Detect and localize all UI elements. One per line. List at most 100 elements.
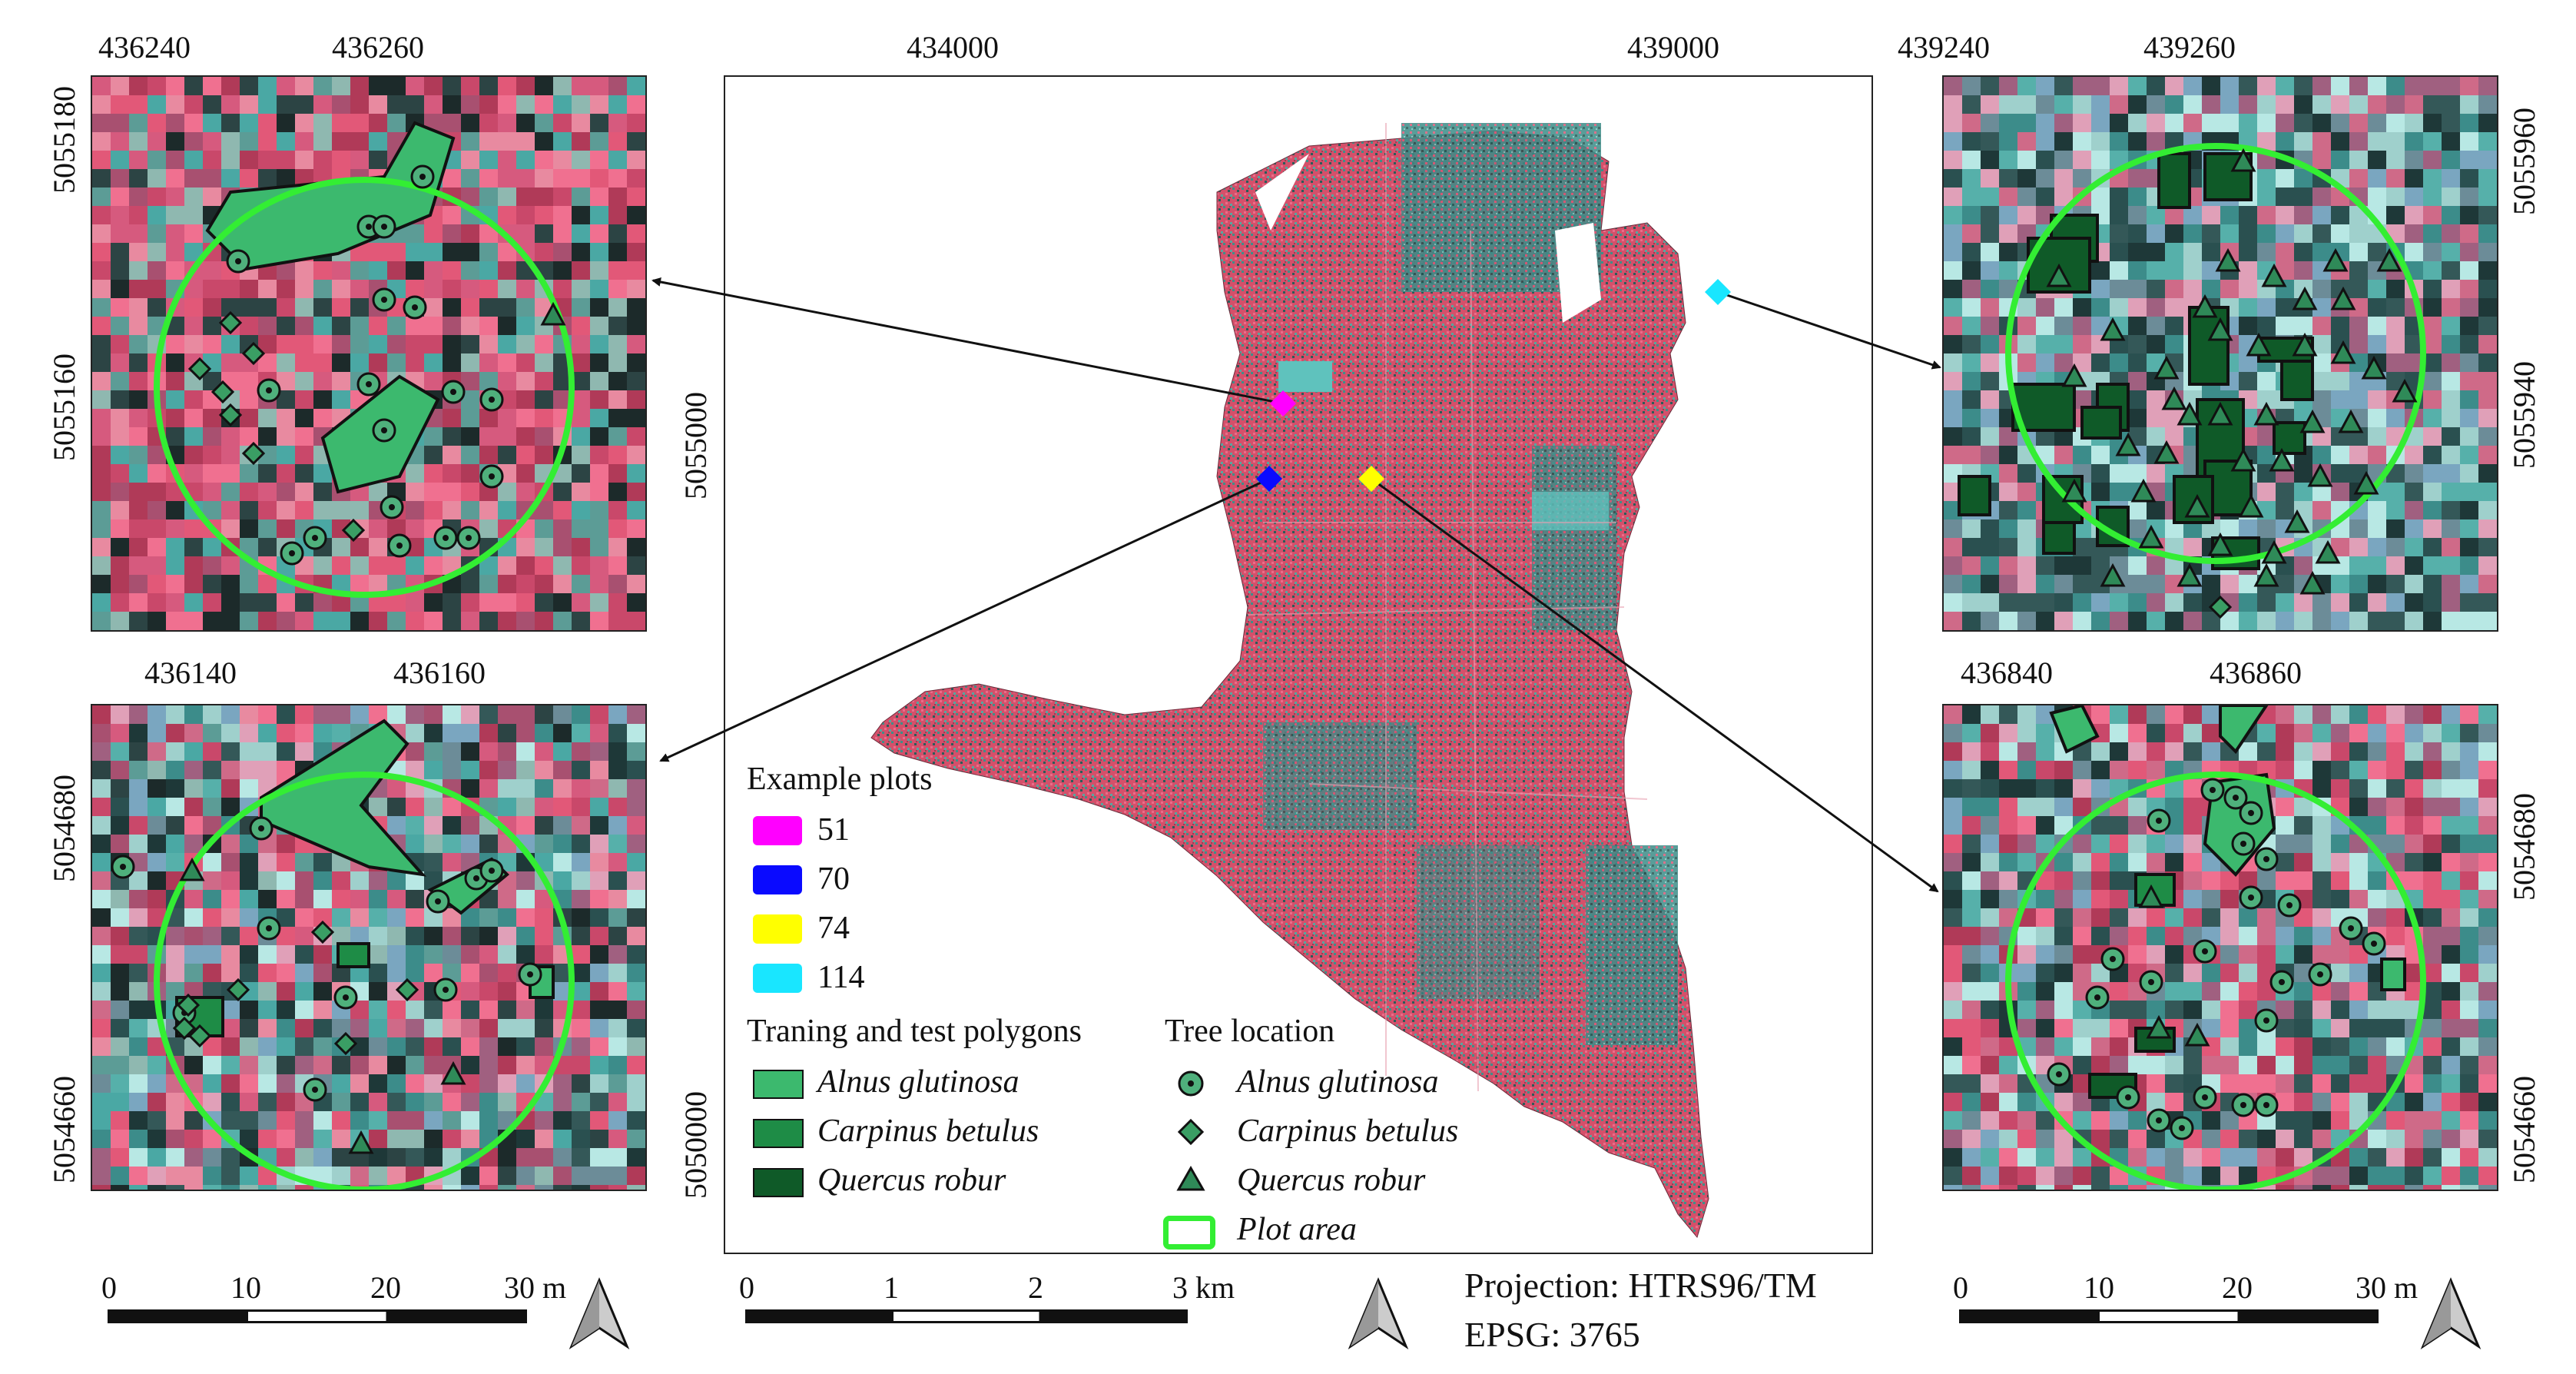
legend-plot-114: 114 — [817, 960, 865, 995]
scalebar-right-30: 30 m — [2356, 1270, 2419, 1305]
scalebar-left-30: 30 m — [504, 1270, 567, 1305]
tree-alnus — [372, 418, 396, 443]
tree-quercus — [2207, 317, 2233, 341]
training-polygon — [2280, 360, 2314, 401]
tree-quercus — [2153, 440, 2180, 464]
tree-quercus — [2100, 563, 2126, 587]
tree-quercus — [2061, 363, 2087, 387]
raster-bottom-left — [92, 705, 645, 1190]
tree-alnus — [257, 378, 281, 403]
tree-quercus — [2376, 247, 2402, 272]
tree-alnus — [356, 372, 381, 397]
tree-carpinus — [395, 977, 419, 1002]
tree-alnus — [433, 526, 458, 550]
tree-quercus — [2215, 247, 2241, 272]
teal-block — [1586, 845, 1678, 1045]
training-polygon — [2080, 406, 2122, 440]
tree-alnus — [372, 214, 396, 239]
tree-quercus — [2130, 478, 2157, 503]
tr-xtick-1: 439240 — [1898, 30, 1990, 65]
tree-quercus — [2361, 355, 2387, 380]
training-polygon — [205, 121, 456, 271]
center-ytick-2: 5050000 — [678, 1091, 713, 1199]
tree-quercus — [2261, 263, 2287, 287]
training-polygon — [260, 719, 427, 877]
tree-alnus — [2147, 808, 2171, 833]
raster-cells — [92, 77, 645, 630]
tl-xtick-2: 436260 — [332, 30, 424, 65]
north-arrow-icon — [1348, 1277, 1409, 1350]
tree-carpinus — [172, 1016, 197, 1040]
scalebar-right-0: 0 — [1953, 1270, 1968, 1305]
tree-carpinus — [333, 1031, 358, 1056]
legend-swatch-plot-area — [1163, 1216, 1215, 1250]
scalebar-left — [108, 1309, 527, 1323]
tree-alnus — [2193, 1085, 2217, 1110]
tree-quercus — [2330, 340, 2356, 364]
tree-alnus — [303, 526, 327, 550]
tree-quercus — [2184, 493, 2210, 518]
tree-quercus — [2207, 401, 2233, 426]
bl-xtick-1: 436140 — [144, 655, 237, 690]
raster-bottom-right — [1944, 705, 2497, 1190]
tree-alnus — [2047, 1062, 2071, 1087]
plot-panel-bottom-right — [1942, 704, 2498, 1191]
tree-quercus — [2292, 286, 2318, 310]
tree-quercus — [2322, 247, 2349, 272]
center-xtick-1: 434000 — [907, 30, 999, 65]
tree-markers — [111, 816, 542, 1154]
tree-alnus — [2193, 939, 2217, 964]
legend-example-plots-title: Example plots — [747, 762, 933, 797]
training-polygon — [2273, 421, 2306, 455]
diamond-marker-icon — [1177, 1118, 1205, 1146]
tree-alnus — [257, 916, 281, 941]
tree-carpinus — [2208, 595, 2233, 619]
tree-alnus — [2254, 1093, 2279, 1117]
tree-alnus — [2116, 1085, 2140, 1110]
tree-quercus — [2284, 509, 2310, 533]
tree-markers — [2046, 148, 2418, 619]
tree-markers — [187, 164, 566, 566]
tr-xtick-2: 439260 — [2143, 30, 2236, 65]
tree-alnus — [226, 249, 250, 274]
legend-plot-51: 51 — [817, 812, 850, 848]
tr-ytick-1: 5055960 — [2507, 108, 2541, 215]
tree-quercus — [2177, 401, 2203, 426]
teal-block — [1263, 722, 1417, 830]
tree-alnus — [2277, 893, 2302, 918]
tree-quercus — [2207, 532, 2233, 556]
tl-xtick-1: 436240 — [98, 30, 191, 65]
training-polygon — [2042, 521, 2076, 555]
tree-alnus — [2254, 847, 2279, 871]
tree-alnus — [2231, 1093, 2256, 1117]
teal-block — [1532, 446, 1616, 630]
tree-quercus — [2100, 317, 2126, 341]
tl-ytick-2: 5055160 — [47, 353, 81, 461]
legend-swatch-quercus-polygon — [753, 1168, 804, 1197]
tree-quercus — [2330, 286, 2356, 310]
projection-line-1: Projection: HTRS96/TM — [1464, 1266, 1817, 1305]
legend-swatch-70 — [753, 865, 802, 894]
tree-alnus — [380, 495, 404, 519]
training-polygon — [2188, 306, 2230, 386]
scalebar-left-0: 0 — [101, 1270, 117, 1305]
bl-ytick-1: 5054680 — [47, 775, 81, 882]
scalebar-main-0: 0 — [739, 1270, 754, 1305]
training-polygon — [2380, 957, 2406, 991]
white-gap — [1255, 154, 1309, 231]
scalebar-right-20: 20 — [2222, 1270, 2253, 1305]
tree-alnus — [410, 164, 435, 189]
tree-quercus — [2238, 493, 2264, 518]
plot-panel-top-right — [1942, 75, 2498, 632]
center-ytick-1: 5055000 — [678, 392, 713, 499]
tree-carpinus — [218, 403, 243, 427]
training-polygon — [2219, 705, 2269, 755]
tree-quercus — [2353, 470, 2379, 495]
bl-xtick-2: 436160 — [393, 655, 486, 690]
plot-panel-top-left — [91, 75, 647, 632]
bl-ytick-2: 5054660 — [47, 1076, 81, 1183]
scalebar-left-20: 20 — [370, 1270, 401, 1305]
raster-cells — [1944, 705, 2497, 1190]
projection-line-2: EPSG: 3765 — [1464, 1315, 1640, 1354]
tree-quercus — [2299, 570, 2326, 595]
